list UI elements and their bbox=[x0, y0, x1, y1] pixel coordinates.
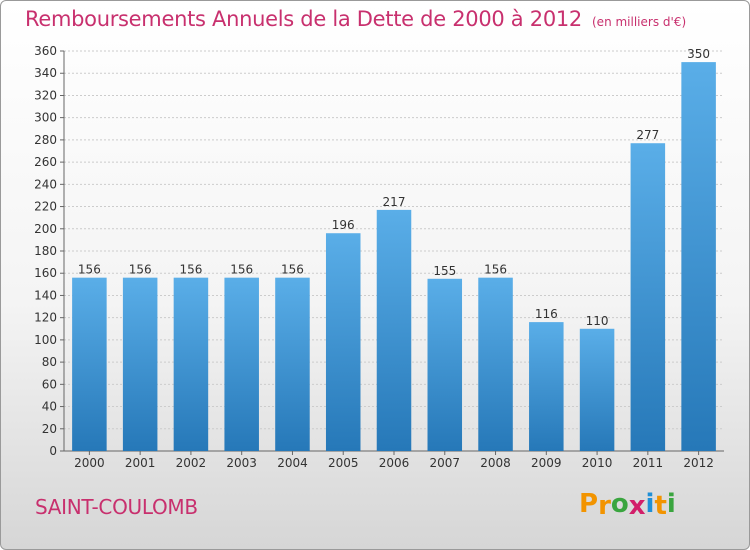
bar-value-label: 350 bbox=[687, 47, 710, 61]
x-tick-label: 2010 bbox=[582, 456, 613, 470]
logo-letter: r bbox=[598, 491, 611, 521]
bar bbox=[275, 277, 310, 451]
bar bbox=[72, 277, 107, 451]
bar bbox=[478, 277, 513, 451]
bar-value-label: 116 bbox=[535, 307, 558, 321]
y-tick-label: 120 bbox=[34, 311, 57, 325]
y-tick-label: 20 bbox=[42, 422, 57, 436]
x-tick-label: 2009 bbox=[531, 456, 562, 470]
logo-letter: i bbox=[666, 489, 676, 519]
chart-title: Remboursements Annuels de la Dette de 20… bbox=[25, 7, 686, 31]
bar-value-label: 155 bbox=[433, 264, 456, 278]
proxiti-logo: Proxiti bbox=[579, 489, 676, 521]
x-tick-labels: 2000 2001 2002 2003 2004 2005 2006 2007 2008 2009… bbox=[74, 451, 714, 470]
bar-value-label: 110 bbox=[586, 314, 609, 328]
x-tick-label: 2001 bbox=[125, 456, 156, 470]
x-tick-label: 2007 bbox=[429, 456, 460, 470]
y-tick-label: 340 bbox=[34, 66, 57, 80]
bar bbox=[529, 322, 564, 451]
bar bbox=[376, 209, 412, 451]
bar-value-label: 277 bbox=[636, 128, 659, 142]
logo-letter: x bbox=[628, 491, 646, 521]
bar bbox=[122, 277, 158, 451]
y-tick-label: 260 bbox=[34, 155, 57, 169]
y-tick-label: 280 bbox=[34, 133, 57, 147]
bar-value-label: 217 bbox=[383, 195, 406, 209]
x-tick-label: 2002 bbox=[176, 456, 207, 470]
y-tick-labels: 0 20 40 60 80 100 120 140 160 180 200 220 240 260 280 3… bbox=[34, 44, 57, 458]
bar bbox=[224, 277, 259, 451]
y-tick-label: 160 bbox=[34, 266, 57, 280]
bar bbox=[173, 277, 209, 451]
bar bbox=[427, 278, 463, 451]
bar-value-label: 156 bbox=[281, 263, 304, 277]
y-tick-label: 180 bbox=[34, 244, 57, 258]
bars bbox=[72, 62, 716, 451]
y-tick-label: 300 bbox=[34, 111, 57, 125]
bar-value-label: 156 bbox=[484, 263, 507, 277]
logo-letter: t bbox=[654, 491, 667, 521]
bar-value-label: 156 bbox=[78, 263, 101, 277]
logo-letter: o bbox=[610, 489, 629, 519]
y-tick-label: 220 bbox=[34, 200, 57, 214]
y-tick-label: 80 bbox=[42, 355, 57, 369]
x-tick-label: 2006 bbox=[379, 456, 410, 470]
bar-value-label: 156 bbox=[129, 263, 152, 277]
y-tick-label: 100 bbox=[34, 333, 57, 347]
bar-value-label: 196 bbox=[332, 218, 355, 232]
x-tick-label: 2005 bbox=[328, 456, 359, 470]
commune-name: SAINT-COULOMB bbox=[35, 495, 198, 519]
x-tick-label: 2008 bbox=[480, 456, 511, 470]
y-tick-label: 0 bbox=[49, 444, 57, 458]
logo-letter: P bbox=[579, 489, 599, 519]
x-tick-label: 2004 bbox=[277, 456, 308, 470]
bar bbox=[579, 328, 615, 451]
bar-value-label: 156 bbox=[179, 263, 202, 277]
y-tick-label: 40 bbox=[42, 400, 57, 414]
y-tick-label: 140 bbox=[34, 288, 57, 302]
title-unit-note: (en milliers d'€) bbox=[592, 15, 687, 29]
bar bbox=[325, 233, 361, 451]
logo-letter: i bbox=[645, 489, 655, 519]
x-tick-label: 2000 bbox=[74, 456, 105, 470]
x-tick-label: 2003 bbox=[226, 456, 257, 470]
title-text: Remboursements Annuels de la Dette de 20… bbox=[25, 7, 582, 31]
y-tick-label: 200 bbox=[34, 222, 57, 236]
y-tick-label: 320 bbox=[34, 88, 57, 102]
bar bbox=[681, 62, 716, 451]
y-tick-label: 60 bbox=[42, 377, 57, 391]
y-tick-label: 360 bbox=[34, 44, 57, 58]
x-tick-label: 2012 bbox=[683, 456, 714, 470]
bar-value-label: 156 bbox=[230, 263, 253, 277]
x-tick-label: 2011 bbox=[633, 456, 664, 470]
data-labels: 156 156 156 156 156 196 217 155 156 116 110 277 350 bbox=[78, 47, 710, 328]
y-tick-label: 240 bbox=[34, 177, 57, 191]
bar bbox=[630, 143, 666, 451]
